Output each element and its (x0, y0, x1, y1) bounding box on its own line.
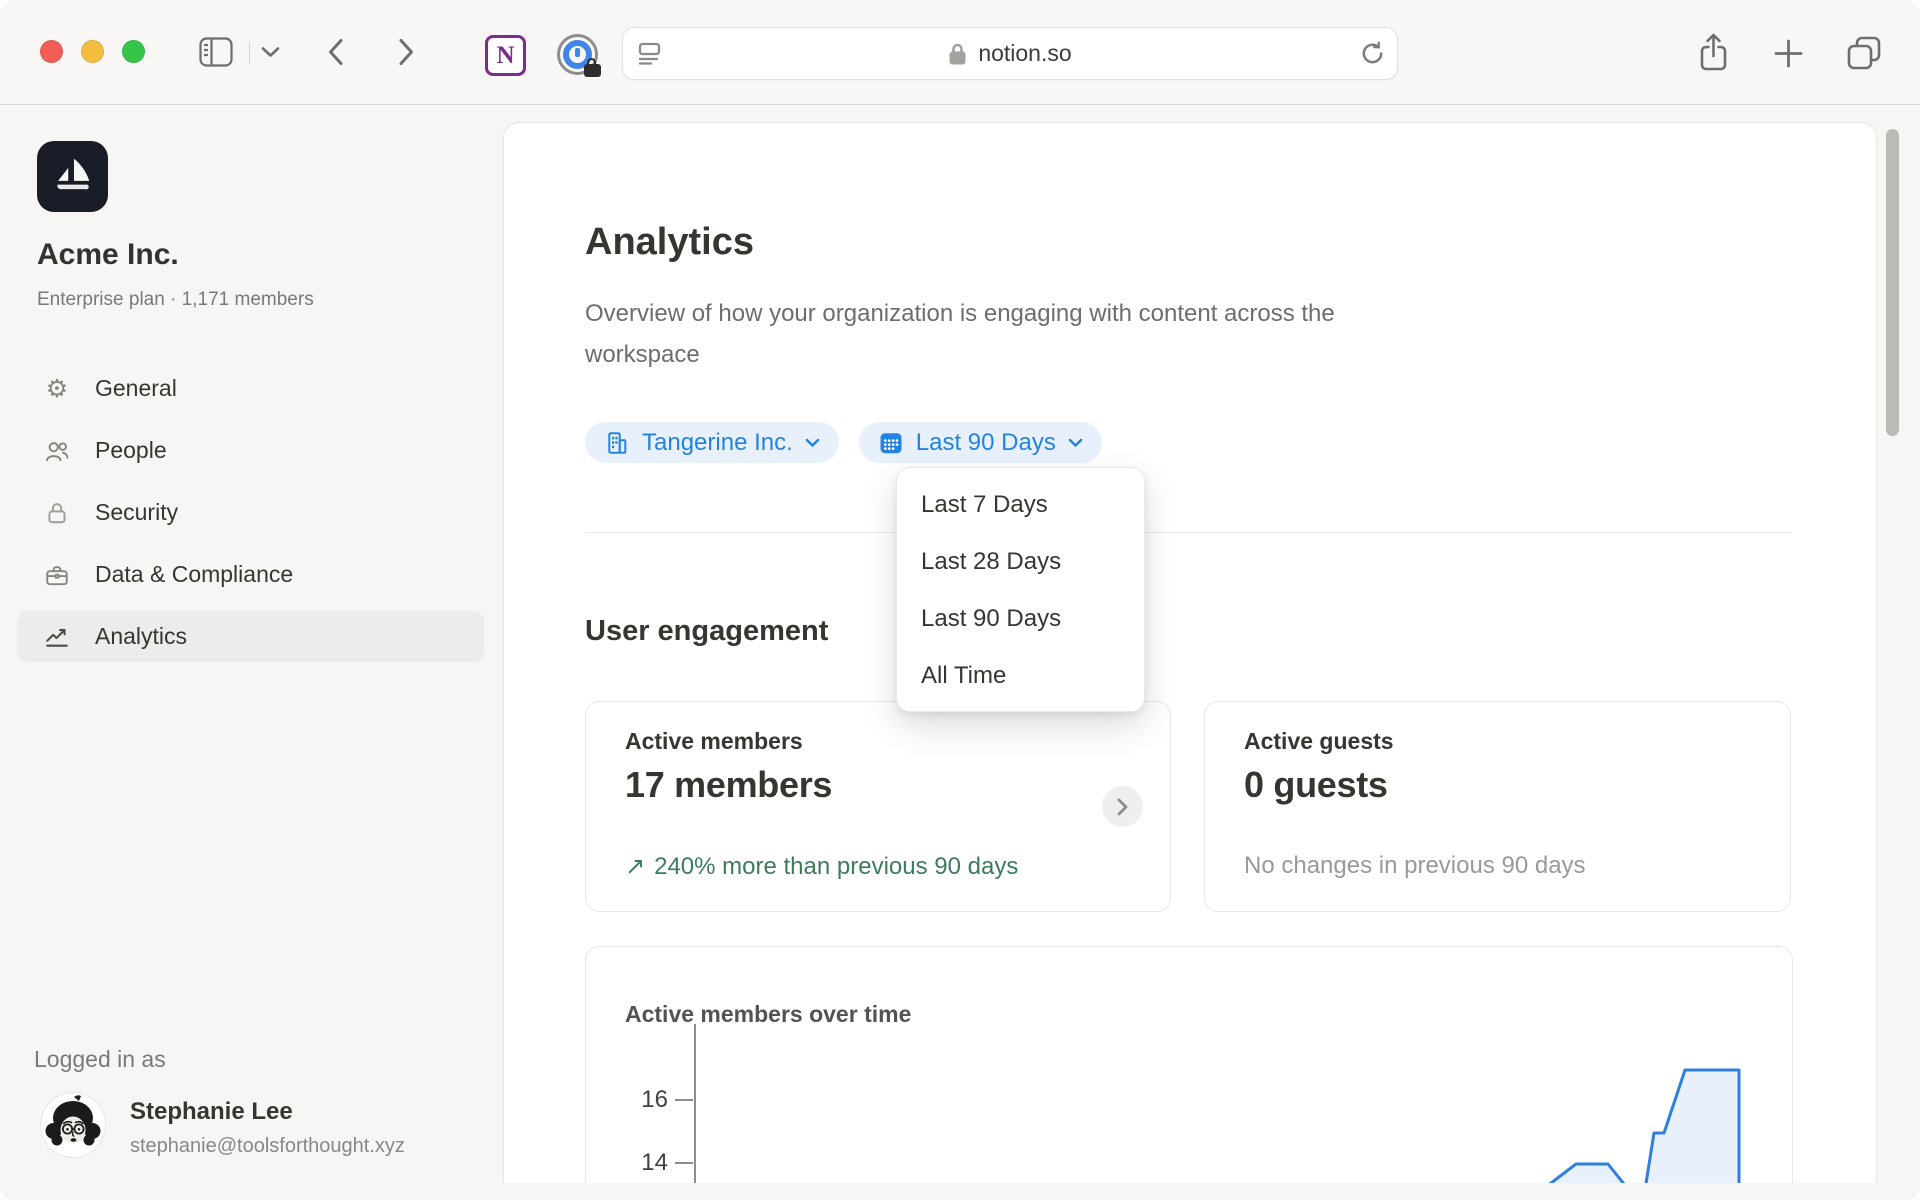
sidebar-item-security[interactable]: Security (17, 487, 484, 538)
y-axis-tick-mark (675, 1099, 693, 1101)
toolbar-separator (249, 42, 250, 64)
sidebar-item-general[interactable]: ⚙ General (45, 374, 177, 403)
lock-icon (44, 500, 70, 526)
section-divider (585, 532, 1792, 533)
user-name: Stephanie Lee (130, 1098, 293, 1125)
sidebar-item-people[interactable]: People (17, 425, 484, 476)
settings-nav: ⚙ General People Security (17, 363, 484, 673)
workspace-logo (37, 141, 108, 212)
page-scrollbar[interactable] (1886, 129, 1899, 436)
forward-button[interactable] (398, 38, 415, 66)
chevron-down-icon (805, 438, 819, 447)
workspace-name: Acme Inc. (37, 238, 179, 271)
sidebar-item-data-compliance[interactable]: Data & Compliance (17, 549, 484, 600)
sidebar-item-analytics[interactable]: Analytics (17, 611, 484, 662)
notion-extension-icon[interactable]: N (485, 35, 526, 76)
briefcase-icon (44, 562, 70, 588)
page-settings-icon[interactable] (636, 40, 663, 67)
card-value: 0 guests (1244, 764, 1388, 805)
building-icon (608, 431, 627, 454)
onepassword-extension-icon[interactable] (557, 34, 601, 77)
card-label: Active guests (1244, 728, 1394, 754)
share-icon[interactable] (1697, 32, 1730, 73)
filter-row: Tangerine Inc. Last 90 Days (585, 422, 1102, 463)
trend-up-arrow-icon: ↗ (625, 853, 646, 880)
logged-in-as-label: Logged in as (34, 1046, 166, 1072)
area-chart (1548, 1068, 1741, 1183)
sidebar-toggle-icon[interactable] (199, 37, 233, 67)
dropdown-option-all-time[interactable]: All Time (921, 661, 1007, 689)
dropdown-option-last-90-days[interactable]: Last 90 Days (921, 604, 1062, 632)
card-trend: ↗ 240% more than previous 90 days (625, 853, 1019, 880)
card-value: 17 members (625, 764, 833, 805)
url-text: notion.so (978, 40, 1072, 66)
address-bar[interactable]: notion.so (622, 27, 1398, 80)
sailboat-icon (56, 158, 89, 189)
chart-title: Active members over time (625, 1001, 912, 1027)
dropdown-option-last-7-days[interactable]: Last 7 Days (921, 490, 1048, 518)
analytics-panel: Analytics Overview of how your organizat… (503, 122, 1877, 1183)
active-guests-card[interactable]: Active guests 0 guests No changes in pre… (1204, 701, 1791, 912)
back-button[interactable] (327, 38, 344, 66)
workspace-filter-chip[interactable]: Tangerine Inc. (585, 422, 839, 463)
page-title: Analytics (585, 221, 754, 263)
refresh-icon[interactable] (1359, 40, 1386, 67)
y-axis-tick-mark (675, 1162, 693, 1164)
tls-lock-icon (949, 43, 966, 64)
y-axis-tick-label: 16 (641, 1086, 668, 1113)
gear-icon: ⚙ (45, 374, 69, 403)
card-label: Active members (625, 728, 803, 754)
tab-overview-icon[interactable] (1845, 34, 1883, 72)
user-email: stephanie@toolsforthought.xyz (130, 1135, 405, 1157)
calendar-icon (880, 432, 902, 453)
page-description: Overview of how your organization is eng… (585, 300, 1335, 368)
window-zoom-button[interactable] (122, 40, 145, 63)
active-members-chart-card: Active members over time 16 14 (585, 946, 1793, 1183)
workspace-filter-label: Tangerine Inc. (642, 428, 793, 456)
active-members-card[interactable]: Active members 17 members ↗ 240% more th… (585, 701, 1171, 912)
new-tab-icon[interactable] (1773, 38, 1804, 69)
browser-toolbar: N notion.so (0, 0, 1920, 105)
line-chart-icon (44, 624, 70, 650)
date-filter-chip[interactable]: Last 90 Days (858, 422, 1102, 463)
card-trend: No changes in previous 90 days (1244, 852, 1586, 879)
avatar[interactable] (40, 1092, 106, 1158)
card-chevron-right-icon[interactable] (1102, 786, 1143, 827)
y-axis-tick-label: 14 (641, 1149, 668, 1176)
window-close-button[interactable] (40, 40, 63, 63)
date-filter-label: Last 90 Days (915, 428, 1056, 456)
workspace-plan: Enterprise plan · 1,171 members (37, 289, 314, 310)
people-icon (44, 438, 70, 464)
dropdown-option-last-28-days[interactable]: Last 28 Days (921, 547, 1062, 575)
y-axis-line (694, 1024, 696, 1183)
section-title: User engagement (585, 615, 829, 647)
sidebar-menu-chevron-icon[interactable] (261, 46, 280, 58)
date-range-dropdown: Last 7 Days Last 28 Days Last 90 Days Al… (896, 467, 1145, 712)
window-minimize-button[interactable] (81, 40, 104, 63)
chevron-down-icon (1068, 438, 1083, 447)
